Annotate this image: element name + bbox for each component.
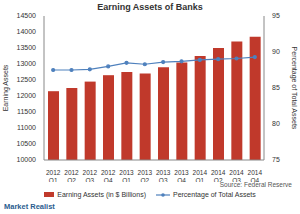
svg-text:10000: 10000 (17, 156, 37, 163)
svg-text:75: 75 (272, 156, 280, 163)
html-text:Source: Federal Reserve: Source: Federal Reserve (219, 181, 292, 188)
svg-text:95: 95 (272, 12, 280, 19)
svg-text:14500: 14500 (17, 12, 37, 19)
svg-text:90: 90 (272, 48, 280, 55)
svg-text:2014Q4: 2014Q4 (248, 169, 263, 182)
html-text:Market Realist: Market Realist (4, 202, 55, 211)
svg-text:2014Q2: 2014Q2 (211, 169, 226, 182)
svg-text:2012Q2: 2012Q2 (64, 169, 79, 182)
svg-text:2013Q2: 2013Q2 (138, 169, 153, 182)
html-text:Percentage of Total Assets: Percentage of Total Assets (173, 191, 256, 198)
svg-text:Earning Assets: Earning Assets (8, 64, 10, 111)
svg-text:13000: 13000 (17, 60, 37, 67)
svg-text:2012Q1: 2012Q1 (46, 169, 61, 182)
svg-text:85: 85 (272, 84, 280, 91)
svg-text:12500: 12500 (17, 76, 37, 83)
svg-text:2013Q3: 2013Q3 (156, 169, 171, 182)
svg-text:13500: 13500 (17, 44, 37, 51)
svg-text:80: 80 (272, 120, 280, 127)
svg-text:2013Q4: 2013Q4 (174, 169, 189, 182)
svg-text:10500: 10500 (17, 140, 37, 147)
svg-text:2014Q1: 2014Q1 (193, 169, 208, 182)
svg-text:2012Q4: 2012Q4 (101, 169, 116, 182)
svg-text:14000: 14000 (17, 28, 37, 35)
svg-text:2012Q3: 2012Q3 (83, 169, 98, 182)
html-text:Earning Assets (in $ Billions): Earning Assets (in $ Billions) (57, 191, 146, 198)
svg-text:2014Q3: 2014Q3 (229, 169, 244, 182)
svg-text:2013Q1: 2013Q1 (119, 169, 134, 182)
svg-text:12000: 12000 (17, 92, 37, 99)
html-text:Earning Assets of Banks: Earning Assets of Banks (97, 2, 203, 12)
svg-text:11500: 11500 (17, 108, 36, 115)
svg-text:Percentage of Total Assets: Percentage of Total Assets (290, 47, 292, 130)
svg-text:11000: 11000 (17, 124, 36, 131)
